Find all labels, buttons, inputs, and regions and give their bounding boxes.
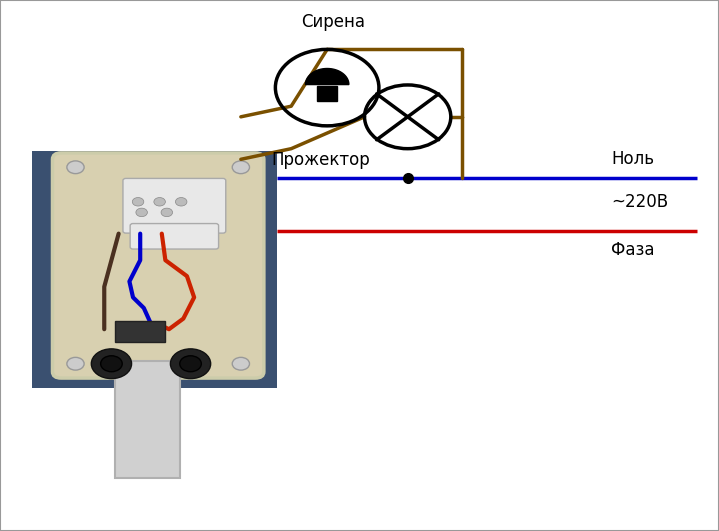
Circle shape — [67, 161, 84, 174]
Circle shape — [91, 349, 132, 379]
Circle shape — [101, 356, 122, 372]
Bar — [32, 151, 277, 388]
Bar — [317, 87, 337, 101]
Circle shape — [175, 198, 187, 206]
Circle shape — [161, 208, 173, 217]
Text: Фаза: Фаза — [611, 241, 655, 259]
Circle shape — [154, 198, 165, 206]
Circle shape — [180, 356, 201, 372]
Bar — [115, 321, 165, 342]
Circle shape — [136, 208, 147, 217]
Polygon shape — [306, 68, 349, 84]
Text: Ноль: Ноль — [611, 150, 654, 168]
Circle shape — [232, 161, 249, 174]
Circle shape — [170, 349, 211, 379]
Bar — [115, 361, 180, 478]
Circle shape — [132, 198, 144, 206]
FancyBboxPatch shape — [130, 224, 219, 249]
Text: Прожектор: Прожектор — [271, 151, 370, 169]
FancyBboxPatch shape — [52, 153, 264, 378]
Text: ~220В: ~220В — [611, 193, 668, 211]
FancyBboxPatch shape — [123, 178, 226, 233]
Circle shape — [67, 357, 84, 370]
Circle shape — [232, 357, 249, 370]
Text: Сирена: Сирена — [301, 13, 365, 31]
